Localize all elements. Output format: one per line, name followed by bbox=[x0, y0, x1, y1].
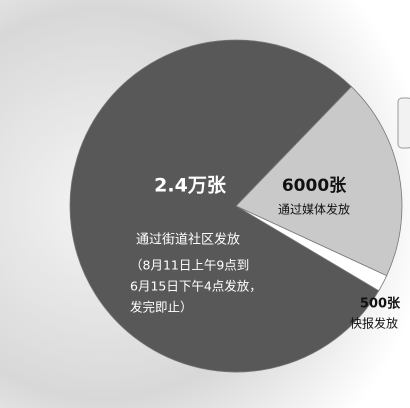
edge-box bbox=[397, 97, 410, 149]
category-label: 快报发放 bbox=[350, 316, 398, 331]
note-line: （8月11日上午9点到 bbox=[130, 258, 249, 273]
value-label: 6000张 bbox=[282, 176, 347, 196]
category-label: 通过街道社区发放 bbox=[136, 232, 240, 248]
note-line: 6月15日下午4点发放， bbox=[130, 279, 262, 294]
pie-slice bbox=[69, 39, 380, 373]
category-label: 通过媒体发放 bbox=[278, 202, 350, 217]
pie-slice bbox=[235, 86, 403, 277]
value-label: 2.4万张 bbox=[154, 175, 227, 197]
value-label: 500张 bbox=[360, 297, 401, 312]
pie bbox=[69, 39, 403, 373]
note-line: 发完即止） bbox=[130, 300, 193, 315]
